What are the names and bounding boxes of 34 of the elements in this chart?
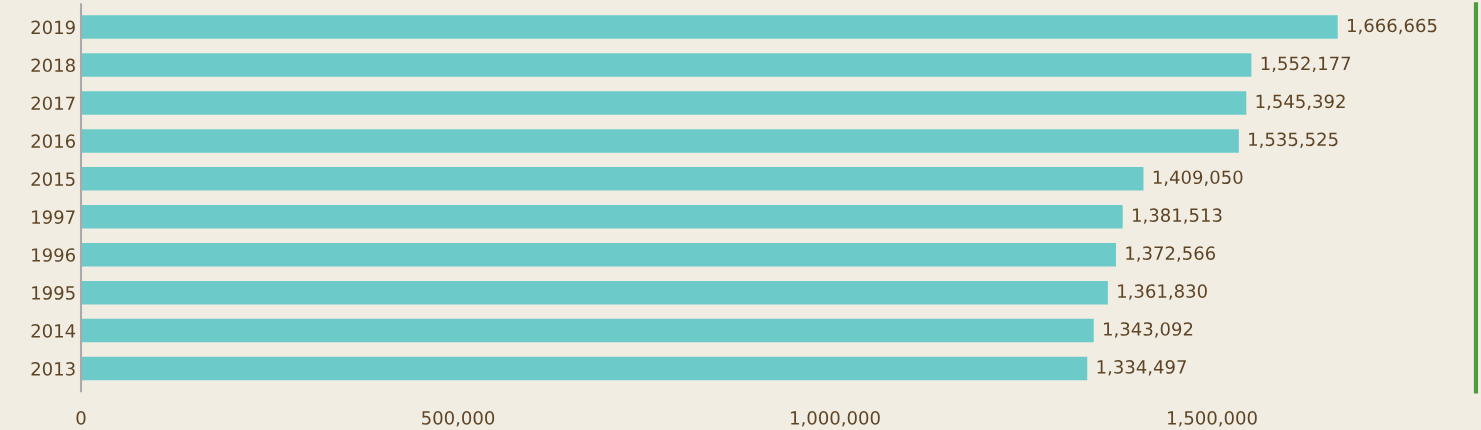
data-label: 1,666,665 <box>1348 18 1437 35</box>
x-tick-label: 500,000 <box>422 411 495 427</box>
data-label: 1,372,566 <box>1126 246 1216 262</box>
y-tick-label: 2014 <box>31 324 76 338</box>
bar <box>81 280 1108 305</box>
bar <box>81 205 1123 229</box>
x-tick-label: 0 <box>76 411 86 425</box>
bar <box>81 91 1247 115</box>
y-tick-label: 1996 <box>32 248 76 262</box>
bar <box>81 15 1338 39</box>
data-label: 1,381,513 <box>1133 208 1222 224</box>
y-tick-label: 2017 <box>31 96 75 111</box>
bar <box>81 167 1144 191</box>
y-tick-label: 2013 <box>31 361 75 376</box>
x-tick-label: 1,000,000 <box>791 411 880 427</box>
y-tick-label: 1997 <box>32 210 75 224</box>
y-tick-label: 2016 <box>31 134 76 148</box>
data-label: 1,334,497 <box>1097 360 1186 376</box>
y-tick-label: 2019 <box>31 20 75 35</box>
data-label: 1,409,050 <box>1153 170 1243 186</box>
bar <box>81 242 1116 267</box>
data-label: 1,343,092 <box>1104 322 1193 338</box>
y-tick-label: 2015 <box>31 172 75 186</box>
y-tick-label: 1995 <box>32 286 75 300</box>
bar <box>81 318 1094 343</box>
data-label: 1,552,177 <box>1261 56 1351 73</box>
bar <box>81 53 1252 77</box>
data-label: 1,545,392 <box>1256 94 1345 111</box>
y-tick-label: 2018 <box>31 58 75 73</box>
x-tick-label: 1,500,000 <box>1168 411 1257 427</box>
data-label: 1,535,525 <box>1249 132 1338 148</box>
data-label: 1,361,830 <box>1118 284 1207 300</box>
bar <box>81 129 1239 153</box>
bar <box>81 356 1088 381</box>
